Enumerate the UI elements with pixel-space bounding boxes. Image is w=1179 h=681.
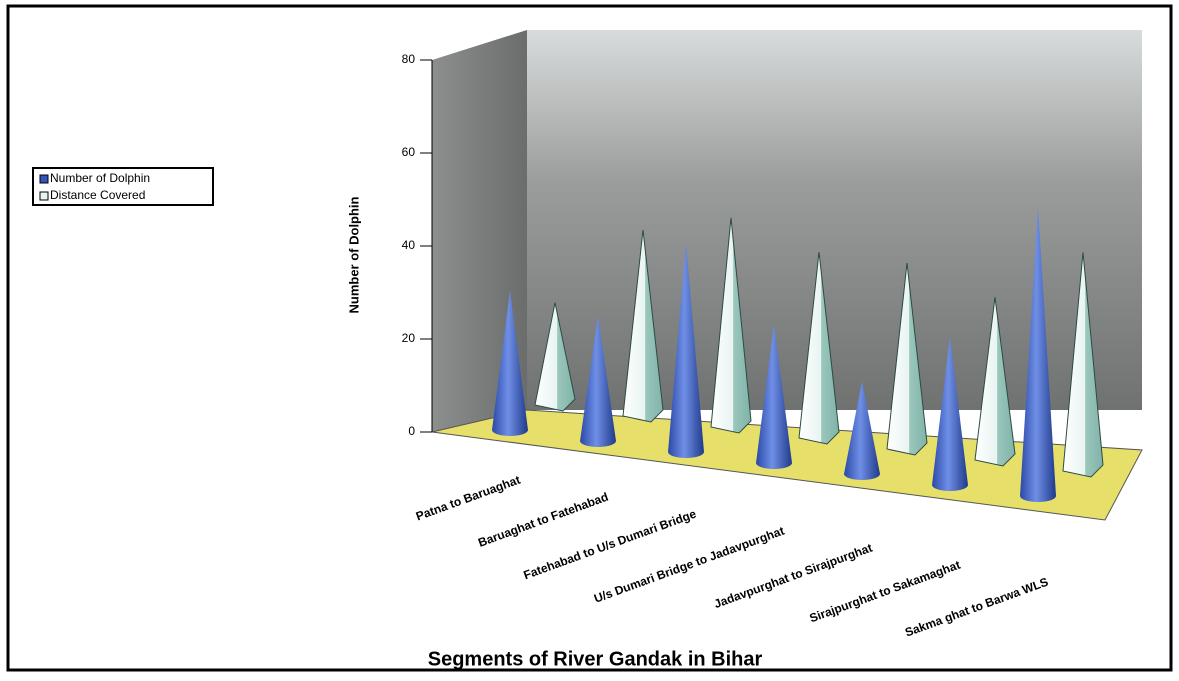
pyramid bbox=[1062, 252, 1104, 478]
cone bbox=[580, 315, 616, 447]
pyramid bbox=[798, 251, 840, 445]
x-tick-label: Sakma ghat to Barwa WLS bbox=[903, 575, 1050, 640]
y-tick-label: 0 bbox=[408, 424, 415, 438]
cone bbox=[492, 290, 528, 436]
cone bbox=[932, 336, 968, 491]
legend-label: Distance Covered bbox=[50, 188, 145, 202]
legend-box bbox=[32, 167, 214, 206]
y-axis-title: Number of Dolphin bbox=[346, 196, 361, 313]
pyramid bbox=[886, 262, 928, 456]
y-tick-label: 60 bbox=[402, 145, 416, 159]
y-tick-label: 40 bbox=[402, 238, 416, 252]
y-tick-label: 80 bbox=[402, 52, 416, 66]
side-wall bbox=[432, 30, 527, 432]
x-tick-label: Patna to Baruaghat bbox=[414, 473, 522, 524]
back-wall bbox=[527, 30, 1142, 410]
cone bbox=[1020, 207, 1056, 502]
legend-label: Number of Dolphin bbox=[50, 171, 150, 185]
pyramid bbox=[534, 302, 576, 412]
cone bbox=[756, 323, 792, 469]
legend-swatch bbox=[39, 174, 49, 184]
cone bbox=[844, 381, 880, 480]
frame bbox=[6, 4, 1173, 672]
legend: Number of Dolphin Distance Covered bbox=[32, 167, 214, 206]
y-tick-label: 20 bbox=[402, 331, 416, 345]
pyramid bbox=[710, 217, 752, 434]
legend-swatch bbox=[39, 191, 49, 201]
x-tick-label: Baruaghat to Fatehabad bbox=[476, 490, 610, 550]
pyramid bbox=[974, 297, 1016, 467]
x-axis-title: Segments of River Gandak in Bihar bbox=[428, 648, 763, 670]
pyramid bbox=[622, 229, 664, 423]
cone bbox=[668, 242, 704, 458]
